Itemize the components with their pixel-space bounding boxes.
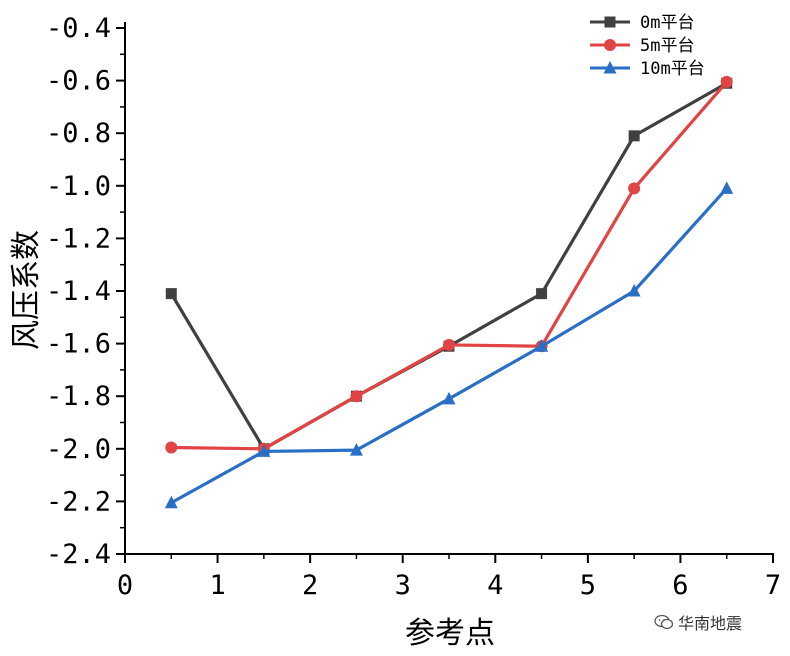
y-tick-label: -1.8 (46, 381, 111, 412)
series-group (164, 75, 734, 509)
data-point (628, 130, 640, 142)
data-point (257, 444, 271, 457)
x-tick-label: 6 (672, 570, 688, 601)
y-tick-label: -1.0 (46, 171, 111, 202)
x-tick-label: 3 (395, 570, 411, 601)
legend-label: 0m平台 (640, 13, 694, 33)
axes: 0 1 2 3 4 5 6 7 -0.4 -0.6 -0.8 -1.0 -1.2 -1.4 -1.6 -1.8… (46, 13, 781, 601)
y-tick-label: -0.6 (46, 66, 111, 97)
watermark-text: 华南地震 (678, 614, 743, 633)
watermark: 华南地震 (654, 610, 742, 634)
y-tick-label: -1.4 (46, 276, 111, 307)
legend-item-2: 10m平台 (590, 59, 705, 79)
y-tick-label: -1.2 (46, 223, 111, 254)
data-point (720, 181, 734, 194)
y-tick-label: -0.4 (46, 13, 111, 44)
legend-marker (604, 39, 616, 51)
data-point (164, 495, 178, 509)
legend-marker (603, 61, 617, 74)
x-tick-label: 2 (302, 570, 318, 601)
legend-item-0: 0m平台 (590, 13, 694, 33)
y-tick-label: -1.6 (46, 329, 111, 360)
x-tick-label: 4 (487, 570, 503, 601)
y-tick-label: -0.8 (46, 118, 111, 149)
data-point (627, 284, 641, 297)
data-point (628, 182, 641, 195)
y-tick-label: -2.0 (46, 434, 111, 465)
legend-label: 5m平台 (640, 36, 694, 56)
data-point (535, 339, 549, 352)
x-tick-label: 7 (765, 570, 781, 601)
y-tick-label: -2.2 (46, 486, 111, 517)
y-axis-title: 风压系数 (9, 230, 44, 350)
x-axis-title: 参考点 (405, 616, 495, 651)
data-point (720, 75, 733, 88)
legend-item-1: 5m平台 (590, 36, 694, 56)
data-point (443, 338, 455, 351)
x-tick-label: 0 (117, 570, 133, 601)
x-tick-label: 5 (580, 570, 596, 601)
legend-marker (604, 16, 616, 28)
data-point (165, 288, 177, 300)
data-point (349, 443, 363, 456)
legend: 0m平台 5m平台 10m平台 (590, 13, 705, 79)
y-tick-label: -2.4 (46, 539, 111, 570)
data-point (350, 390, 363, 403)
wechat-icon (654, 614, 674, 630)
data-point (442, 391, 456, 405)
data-point (536, 288, 548, 300)
x-tick-label: 1 (209, 570, 225, 601)
series-2 (164, 181, 734, 509)
data-point (165, 441, 178, 454)
legend-label: 10m平台 (640, 59, 705, 79)
